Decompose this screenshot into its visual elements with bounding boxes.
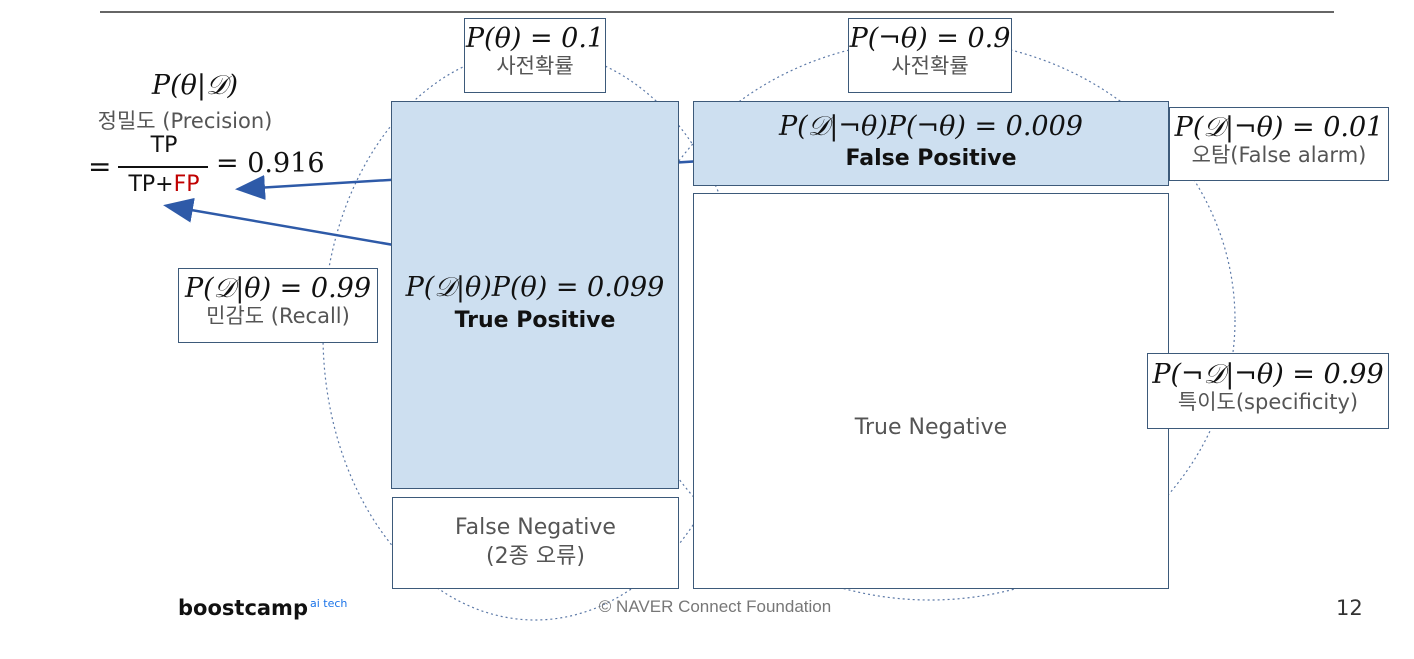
prior-theta-label: 사전확률 (496, 54, 574, 79)
false-negative-cell (392, 497, 679, 589)
precision-numerator: TP (150, 133, 178, 158)
true-positive-formula: P(𝒟|θ)P(θ) = 0.099 (405, 272, 665, 303)
precision-eq-sign: = (88, 150, 112, 183)
specificity-label: 특이도(specificity) (1177, 390, 1359, 415)
brand-main: boost (178, 596, 245, 620)
false-negative-sub: (2종 오류) (486, 544, 585, 569)
brand-sup: ai tech (309, 597, 348, 610)
precision-formula: P(θ|𝒟) (151, 70, 239, 101)
true-positive-label: True Positive (454, 308, 616, 333)
prior-not-theta-box: P(¬θ) = 0.9 사전확률 (848, 18, 1012, 93)
false-alarm-formula: P(𝒟|¬θ) = 0.01 (1174, 112, 1384, 143)
specificity-box: P(¬𝒟|¬θ) = 0.99 특이도(specificity) (1147, 353, 1389, 429)
copyright: © NAVER Connect Foundation (598, 597, 832, 616)
not-theta-dotted-circle (624, 39, 1236, 601)
false-positive-cell (693, 101, 1169, 186)
recall-label: 민감도 (Recall) (206, 304, 350, 329)
false-alarm-label: 오탐(False alarm) (1191, 143, 1367, 168)
prior-not-theta-label: 사전확률 (891, 54, 969, 79)
false-alarm-box: P(𝒟|¬θ) = 0.01 오탐(False alarm) (1169, 107, 1389, 181)
true-negative-label: True Negative (854, 415, 1008, 440)
false-positive-label: False Positive (845, 146, 1017, 171)
prior-theta-box: P(θ) = 0.1 사전확률 (464, 18, 606, 93)
true-positive-cell (391, 101, 679, 489)
false-positive-formula: P(𝒟|¬θ)P(¬θ) = 0.009 (779, 111, 1083, 142)
precision-result: = 0.916 (216, 148, 325, 179)
false-negative-label: False Negative (455, 515, 616, 540)
precision-fraction-bar (118, 166, 208, 168)
brand-logo: boostcamp ai tech (178, 596, 347, 620)
precision-denominator: TP+FP (120, 172, 208, 197)
page-number: 12 (1336, 596, 1363, 620)
precision-denominator-fp: FP (173, 172, 200, 197)
top-rule (100, 11, 1334, 13)
specificity-formula: P(¬𝒟|¬θ) = 0.99 (1152, 359, 1384, 390)
recall-box: P(𝒟|θ) = 0.99 민감도 (Recall) (178, 268, 378, 343)
recall-formula: P(𝒟|θ) = 0.99 (184, 273, 372, 304)
prior-not-theta-formula: P(¬θ) = 0.9 (849, 23, 1011, 54)
prior-theta-formula: P(θ) = 0.1 (465, 23, 605, 54)
true-negative-cell (693, 193, 1169, 589)
brand-accent: camp (244, 596, 308, 620)
precision-denominator-tp: TP+ (128, 172, 174, 197)
precision-label: 정밀도 (Precision) (97, 109, 273, 133)
